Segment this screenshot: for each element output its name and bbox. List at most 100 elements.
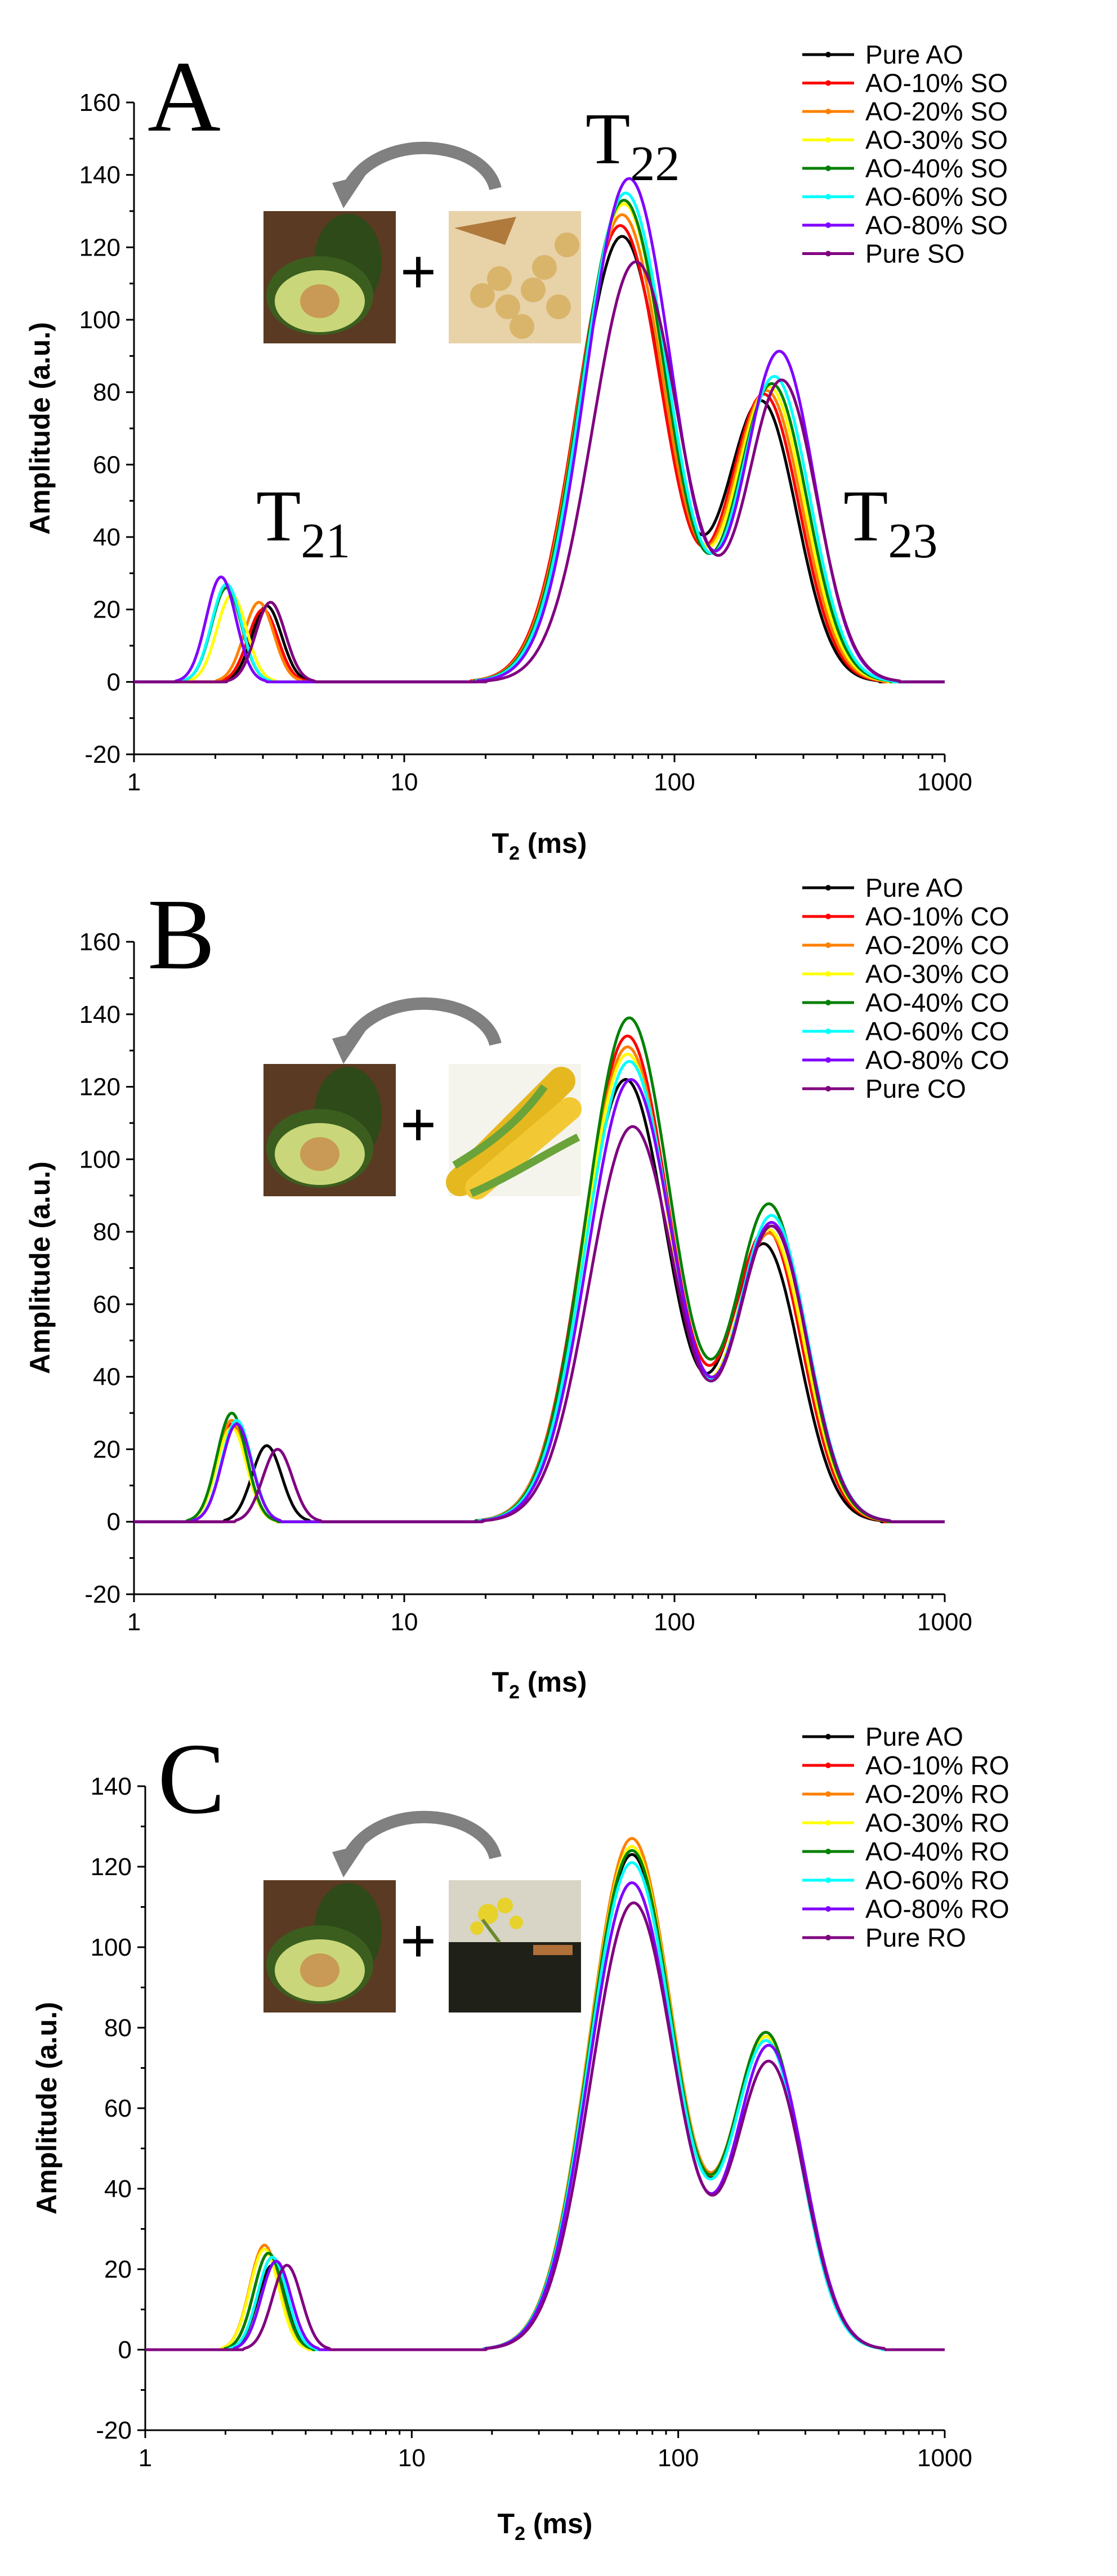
legend-swatch-marker xyxy=(825,1734,831,1739)
rapeseed-image xyxy=(449,1880,581,2012)
legend-swatch-marker xyxy=(825,194,831,200)
panel-letter: A xyxy=(148,41,221,153)
y-tick-label: -20 xyxy=(84,741,120,768)
y-tick-label: 0 xyxy=(118,2336,132,2364)
y-tick-label: 80 xyxy=(104,2014,132,2042)
plus-sign: + xyxy=(400,1906,436,1975)
y-axis-title: Amplitude (a.u.) xyxy=(24,322,56,535)
y-tick-label: 120 xyxy=(79,1074,120,1101)
y-tick-label: 20 xyxy=(93,596,120,624)
legend-label: AO-30% CO xyxy=(865,959,1009,989)
x-tick-label: 100 xyxy=(654,1608,695,1636)
x-tick-label: 10 xyxy=(391,768,418,796)
x-tick-label: 10 xyxy=(398,2444,426,2472)
y-tick-label: 60 xyxy=(93,1291,120,1318)
peak-label-t21: T21 xyxy=(256,476,350,569)
y-tick-label: 80 xyxy=(93,1218,120,1246)
arrow-head-icon xyxy=(332,1844,366,1877)
x-tick-label: 1 xyxy=(138,2444,152,2472)
x-tick-label: 100 xyxy=(654,768,695,796)
legend-label: Pure AO xyxy=(865,1722,963,1751)
legend-label: Pure CO xyxy=(865,1074,966,1103)
x-tick-label: 1000 xyxy=(917,2444,972,2472)
avocado-image xyxy=(263,1064,396,1196)
legend-label: Pure RO xyxy=(865,1923,966,1952)
arrow-head-icon xyxy=(332,175,366,208)
y-tick-label: 100 xyxy=(91,1934,132,1961)
legend-label: AO-30% RO xyxy=(865,1808,1009,1837)
legend-swatch-marker xyxy=(825,1935,831,1940)
legend-label: AO-60% CO xyxy=(865,1017,1009,1046)
soybean-image xyxy=(449,211,581,343)
curves xyxy=(145,1837,945,2351)
y-tick-label: 40 xyxy=(104,2175,132,2203)
legend-swatch-marker xyxy=(825,1763,831,1768)
y-tick-label: 160 xyxy=(79,89,120,117)
avocado-image xyxy=(263,211,396,343)
panel-letter: C xyxy=(158,1723,225,1835)
arrow-icon xyxy=(343,997,502,1046)
x-axis-title: T2 (ms) xyxy=(498,2508,593,2544)
legend-swatch-marker xyxy=(825,1820,831,1826)
legend-swatch-marker xyxy=(825,971,831,977)
y-tick-label: 60 xyxy=(93,451,120,478)
legend-swatch-marker xyxy=(825,80,831,86)
series-line xyxy=(134,191,945,683)
y-tick-label: 0 xyxy=(107,668,120,696)
legend-swatch-marker xyxy=(825,137,831,143)
y-ticks: -20 0 20 40 60 80 100 120 140 xyxy=(91,1773,145,2444)
legend-label: AO-80% SO xyxy=(865,211,1008,240)
panel-b: B -20 0 20 40 60 80 100 120 140 160 1 10 100 1000 T2… xyxy=(24,873,1009,1703)
x-tick-label: 1 xyxy=(127,1608,141,1636)
y-tick-label: 140 xyxy=(91,1773,132,1800)
legend-label: AO-80% RO xyxy=(865,1894,1009,1924)
legend-label: AO-20% CO xyxy=(865,931,1009,960)
plus-sign: + xyxy=(400,1090,436,1159)
legend-label: AO-20% SO xyxy=(865,97,1008,126)
legend-swatch-marker xyxy=(825,109,831,114)
x-tick-label: 100 xyxy=(658,2444,699,2472)
series-line xyxy=(145,1901,945,2351)
y-tick-label: 40 xyxy=(93,1363,120,1391)
y-ticks: -20 0 20 40 60 80 100 120 140 160 xyxy=(79,89,134,768)
series-line xyxy=(134,177,945,683)
plus-sign: + xyxy=(400,237,436,306)
y-tick-label: 20 xyxy=(104,2256,132,2283)
legend-label: Pure SO xyxy=(865,239,964,269)
legend-swatch-marker xyxy=(825,914,831,919)
x-tick-label: 10 xyxy=(391,1608,418,1636)
panel-a: A -20 0 20 40 60 80 100 120 140 160 1 10 100 1000 T2… xyxy=(24,40,1008,864)
y-axis-title: Amplitude (a.u.) xyxy=(24,1161,56,1374)
x-ticks: 1 10 100 1000 xyxy=(138,2430,972,2472)
series-line xyxy=(134,260,945,683)
legend-label: AO-10% SO xyxy=(865,69,1008,98)
legend-swatch-marker xyxy=(825,222,831,228)
legend-label: AO-10% CO xyxy=(865,902,1009,931)
arrow-icon xyxy=(343,141,502,191)
y-tick-label: 100 xyxy=(79,1146,120,1173)
legend-swatch-marker xyxy=(825,251,831,257)
series-line xyxy=(134,1125,945,1523)
legend-swatch-marker xyxy=(825,885,831,891)
legend-swatch-marker xyxy=(825,1791,831,1797)
legend-swatch-marker xyxy=(825,1028,831,1034)
y-tick-label: 120 xyxy=(79,234,120,261)
legend-label: AO-30% SO xyxy=(865,126,1008,155)
x-tick-label: 1 xyxy=(127,768,141,796)
legend-label: AO-60% RO xyxy=(865,1866,1009,1895)
y-tick-label: 20 xyxy=(93,1435,120,1463)
y-tick-label: 120 xyxy=(91,1853,132,1881)
y-tick-label: 160 xyxy=(79,928,120,956)
legend-label: AO-10% RO xyxy=(865,1751,1009,1780)
legend-label: AO-60% SO xyxy=(865,182,1008,212)
y-tick-label: 60 xyxy=(104,2095,132,2122)
legend-swatch-marker xyxy=(825,1849,831,1854)
legend-label: AO-40% RO xyxy=(865,1837,1009,1866)
arrow-icon xyxy=(343,1810,502,1860)
peak-label-t22: T22 xyxy=(586,99,680,191)
y-tick-label: -20 xyxy=(84,1581,120,1608)
legend-swatch-marker xyxy=(825,1000,831,1005)
